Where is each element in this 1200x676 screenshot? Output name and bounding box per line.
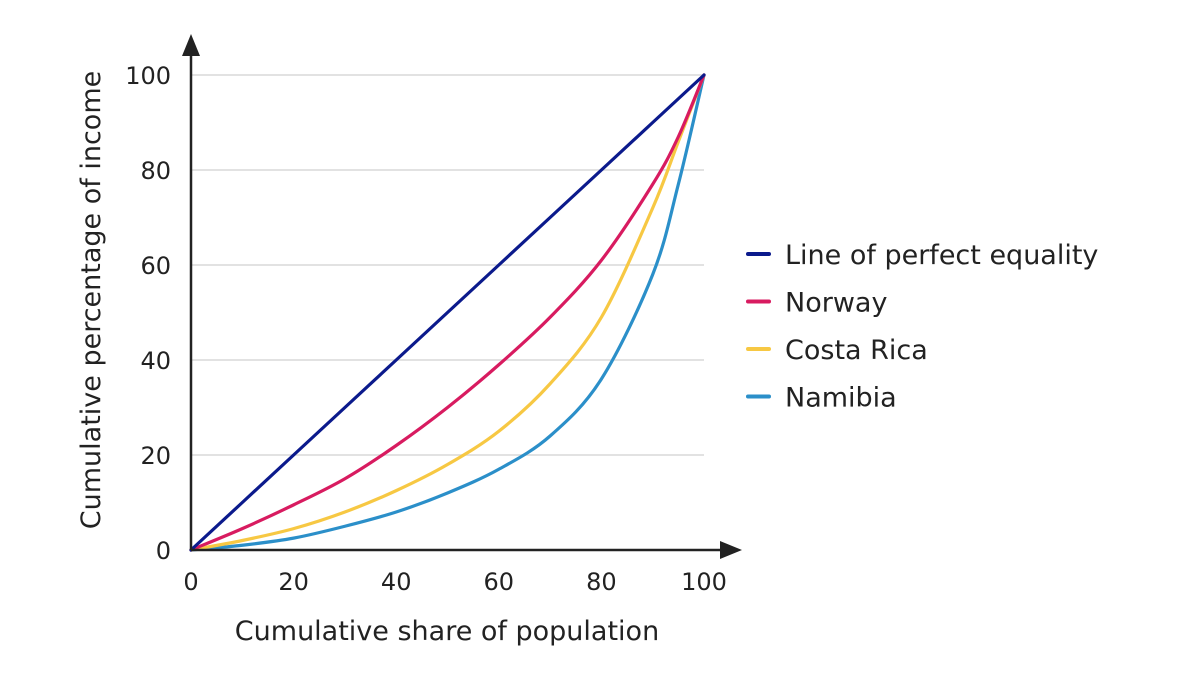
x-tick-label: 80 bbox=[586, 568, 617, 596]
series-line-norway bbox=[189, 73, 706, 552]
x-axis-title: Cumulative share of population bbox=[235, 616, 659, 647]
x-tick-label: 60 bbox=[484, 568, 515, 596]
y-tick-label: 40 bbox=[140, 347, 171, 375]
gridlines bbox=[191, 74, 704, 456]
x-tick-label: 100 bbox=[681, 568, 727, 596]
legend-label-costa-rica: Costa Rica bbox=[785, 335, 928, 366]
series-line-costa-rica bbox=[189, 73, 706, 552]
series-line-namibia bbox=[189, 73, 706, 552]
legend-label-line-of-perfect-equality: Line of perfect equality bbox=[785, 240, 1098, 271]
x-tick-label: 0 bbox=[183, 568, 198, 596]
legend: Line of perfect equality Norway Costa Rica… bbox=[746, 240, 1098, 414]
series-line-line-of-perfect-equality bbox=[189, 73, 706, 552]
y-tick-label: 20 bbox=[140, 442, 171, 470]
axes bbox=[182, 34, 742, 559]
y-tick-label: 0 bbox=[156, 537, 171, 565]
y-tick-label: 60 bbox=[140, 252, 171, 280]
legend-label-norway: Norway bbox=[785, 288, 887, 319]
y-tick-label: 100 bbox=[125, 62, 171, 90]
y-axis-title: Cumulative percentage of income bbox=[76, 71, 107, 529]
y-tick-label: 80 bbox=[140, 157, 171, 185]
y-axis-arrow-icon bbox=[182, 34, 200, 56]
x-axis-arrow-icon bbox=[720, 541, 742, 559]
x-tick-label: 40 bbox=[381, 568, 412, 596]
x-tick-label: 20 bbox=[278, 568, 309, 596]
series-lines bbox=[189, 73, 706, 552]
legend-label-namibia: Namibia bbox=[785, 383, 897, 414]
tick-labels: 0 20 40 60 80 100 0 20 40 60 80 100 bbox=[125, 62, 727, 596]
